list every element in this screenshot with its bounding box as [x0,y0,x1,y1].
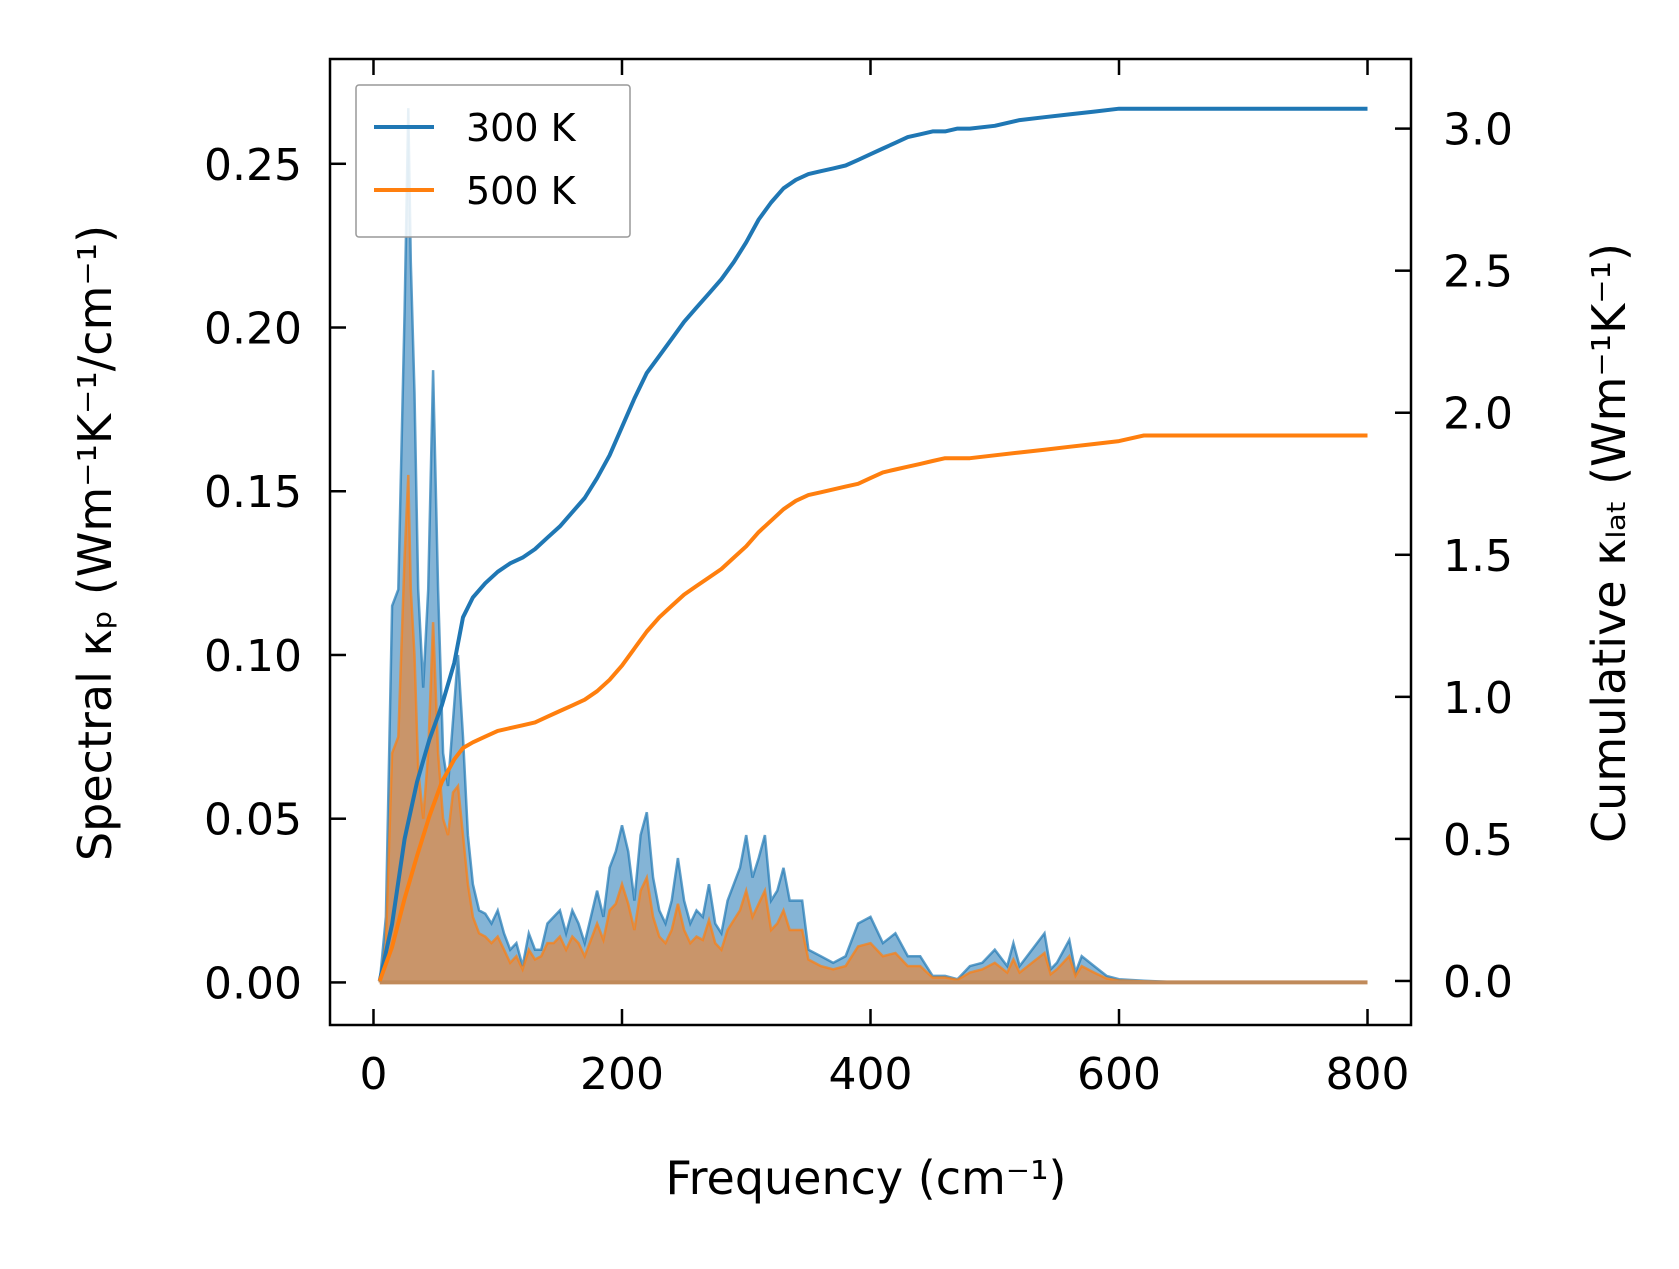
spectral-line-500k [378,474,1306,984]
y-right-tick-label: 1.0 [1443,673,1513,724]
y-right-tick-label: 2.0 [1443,389,1513,440]
spectral-fill-300k [379,108,1306,983]
y-right-tick-label: 3.0 [1443,105,1513,156]
y-left-tick-label: 0.15 [204,467,302,518]
x-tick-label: 600 [1077,1049,1161,1100]
y-right-tick-label: 0.5 [1443,815,1513,866]
y-right-tick-label: 2.5 [1443,247,1513,298]
y-left-tick-label: 0.25 [204,140,302,191]
cumulative-line-500k [377,433,1368,982]
x-tick-label: 200 [580,1049,664,1100]
plot-area [377,106,1368,985]
y-right-tick-label: 1.5 [1443,531,1513,582]
y-left-tick-label: 0.10 [204,631,302,682]
spectral-fill-500k [379,474,1306,983]
plot-content [377,106,1368,985]
x-tick-label: 400 [829,1049,913,1100]
x-tick-label: 0 [359,1049,387,1100]
spectral-line-300k [378,108,1306,984]
legend-label-300k: 300 K [466,106,577,150]
y-left-tick-label: 0.00 [204,958,302,1009]
x-tick-label: 800 [1326,1049,1410,1100]
axes: 0 200 400 600 800 0.00 0.05 0.10 0.15 0.20 0.25 0.0… [204,57,1513,1100]
legend-label-500k: 500 K [466,169,577,213]
y-right-tick-label: 0.0 [1443,957,1513,1008]
y-axis-left-label: Spectral κₚ (Wm⁻¹K⁻¹/cm⁻¹) [68,225,122,861]
y-axis-right-label: Cumulative κₗₐₜ (Wm⁻¹K⁻¹) [1582,243,1636,843]
legend-box [355,84,631,238]
cumulative-line-300k [377,106,1368,982]
x-axis-label: Frequency (cm⁻¹) [666,1151,1067,1205]
y-left-tick-label: 0.20 [204,304,302,355]
legend: 300 K 500 K [355,84,631,238]
y-left-tick-label: 0.05 [204,795,302,846]
